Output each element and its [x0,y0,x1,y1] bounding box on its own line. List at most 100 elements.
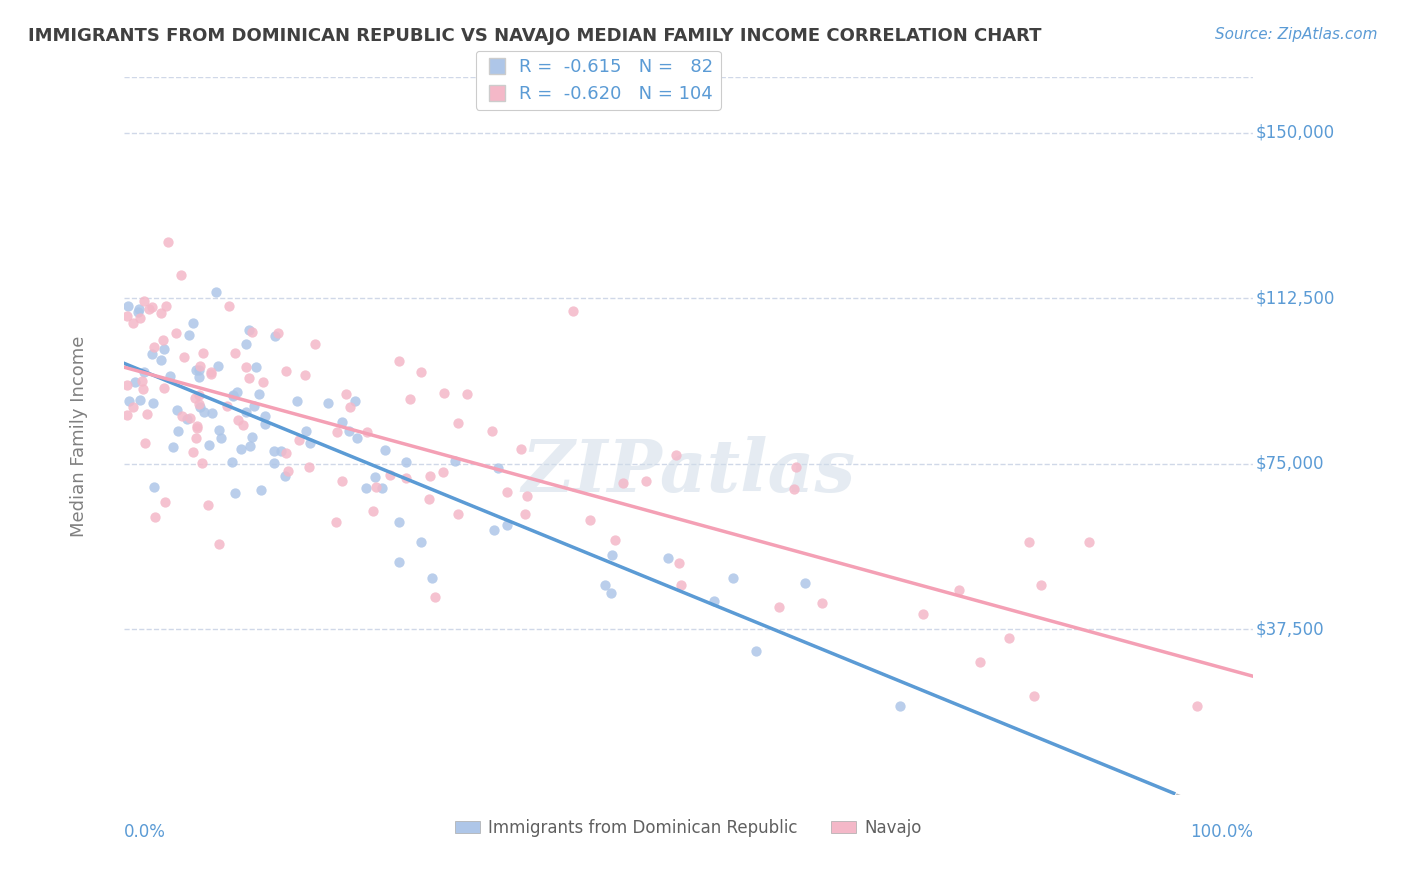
Point [170,409,193,423]
Point [184,391,207,405]
Point [447,507,470,521]
Point [188,397,211,411]
Point [209,431,232,445]
Point [222,388,245,402]
Text: $75,000: $75,000 [1256,455,1324,473]
Point [668,556,690,570]
Point [496,485,519,500]
Point [186,363,208,377]
Point [181,445,204,459]
Point [456,387,478,401]
Point [222,389,245,403]
Point [288,433,311,447]
Point [274,363,297,377]
Point [129,311,152,326]
Point [513,507,536,521]
Point [274,469,297,483]
Point [142,396,165,410]
Point [121,316,143,330]
Point [240,325,263,339]
Point [141,346,163,360]
Point [193,346,215,360]
Point [179,327,201,342]
Point [394,471,416,485]
Point [411,535,433,549]
Point [117,299,139,313]
Point [794,576,817,591]
Point [218,299,240,313]
Point [889,699,911,714]
Text: IMMIGRANTS FROM DOMINICAN REPUBLIC VS NAVAJO MEDIAN FAMILY INCOME CORRELATION CH: IMMIGRANTS FROM DOMINICAN REPUBLIC VS NA… [28,27,1042,45]
Text: ZIPatlas: ZIPatlas [522,436,856,508]
Point [703,593,725,607]
Point [238,323,260,337]
Point [188,388,211,402]
Point [134,436,156,450]
Text: Source: ZipAtlas.com: Source: ZipAtlas.com [1215,27,1378,42]
Point [745,644,768,658]
Point [444,454,467,468]
Point [969,655,991,669]
Point [669,577,692,591]
Point [481,425,503,439]
Point [162,441,184,455]
Point [129,393,152,408]
Point [232,418,254,433]
Text: 100.0%: 100.0% [1191,823,1253,841]
Point [200,367,222,381]
Point [188,359,211,373]
Text: 0.0%: 0.0% [124,823,166,841]
Point [783,482,806,496]
Point [304,337,326,351]
Point [387,515,409,529]
Point [595,578,617,592]
Point [191,457,214,471]
Point [371,481,394,495]
Point [141,300,163,314]
Point [285,394,308,409]
Point [364,470,387,484]
Point [250,483,273,497]
Point [187,370,209,384]
Point [657,551,679,566]
Text: $150,000: $150,000 [1256,124,1334,142]
Point [337,424,360,438]
Point [723,571,745,585]
Point [433,386,456,401]
Point [516,490,538,504]
Point [215,400,238,414]
Point [181,317,204,331]
Point [118,393,141,408]
Point [242,400,264,414]
Point [264,329,287,343]
Point [253,409,276,423]
Point [374,442,396,457]
Point [335,387,357,401]
Point [419,468,441,483]
Point [665,449,688,463]
Point [115,408,138,422]
Point [186,431,208,445]
Point [225,384,247,399]
Point [254,417,277,432]
Point [948,583,970,598]
Point [482,524,505,538]
Point [186,421,208,435]
Point [186,419,208,434]
Point [152,333,174,347]
Point [173,351,195,365]
Point [143,509,166,524]
Point [318,396,340,410]
Point [1024,689,1046,703]
Point [263,456,285,470]
Point [252,376,274,390]
Point [176,411,198,425]
Point [135,407,157,421]
Point [207,423,229,437]
Point [235,405,257,419]
Point [343,393,366,408]
Point [221,455,243,469]
Point [911,607,934,622]
Point [295,424,318,438]
Point [156,235,179,250]
